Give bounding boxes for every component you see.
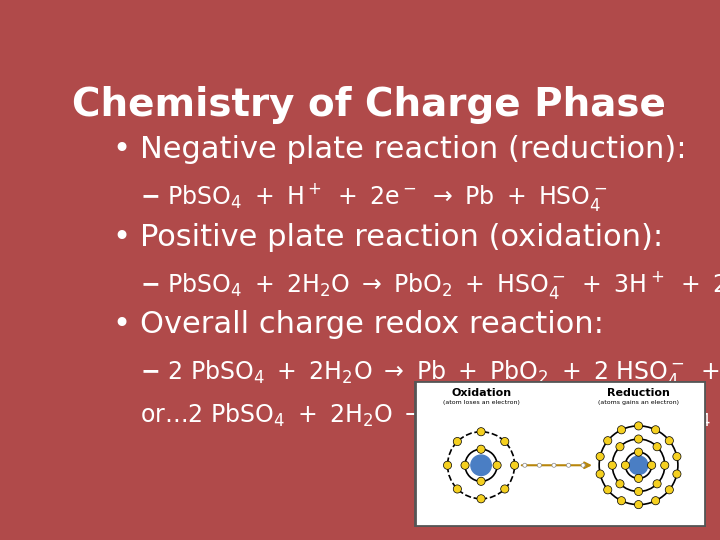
Circle shape xyxy=(493,461,501,469)
Text: $\mathbf{-}\ \mathrm{PbSO_4\ +\ 2H_2O\ \rightarrow\ PbO_2\ +\ HSO_4^-\ +\ 3H^+\ : $\mathbf{-}\ \mathrm{PbSO_4\ +\ 2H_2O\ \… xyxy=(140,268,720,301)
Circle shape xyxy=(647,461,656,469)
Circle shape xyxy=(596,453,604,461)
Circle shape xyxy=(652,426,660,434)
Circle shape xyxy=(500,437,509,446)
Circle shape xyxy=(581,463,585,467)
Circle shape xyxy=(608,461,616,469)
Circle shape xyxy=(477,477,485,485)
Text: (atoms gains an electron): (atoms gains an electron) xyxy=(598,400,679,404)
Circle shape xyxy=(603,437,612,445)
Circle shape xyxy=(537,463,541,467)
Circle shape xyxy=(444,461,451,469)
Text: Negative plate reaction (reduction):: Negative plate reaction (reduction): xyxy=(140,136,687,165)
Circle shape xyxy=(621,461,629,469)
Circle shape xyxy=(454,485,462,493)
Circle shape xyxy=(629,456,648,475)
Circle shape xyxy=(653,443,661,451)
Circle shape xyxy=(461,461,469,469)
Circle shape xyxy=(617,426,626,434)
Circle shape xyxy=(617,497,626,505)
Circle shape xyxy=(523,463,527,467)
Circle shape xyxy=(596,470,604,478)
Circle shape xyxy=(552,463,556,467)
Circle shape xyxy=(454,437,462,446)
Text: •: • xyxy=(112,310,130,339)
Text: $\mathbf{-}\ \mathrm{2\ PbSO_4\ +\ 2H_2O\ \rightarrow\ Pb\ +\ PbO_2\ +\ 2\ HSO_4: $\mathbf{-}\ \mathrm{2\ PbSO_4\ +\ 2H_2O… xyxy=(140,356,720,388)
Text: Reduction: Reduction xyxy=(607,388,670,398)
Circle shape xyxy=(616,443,624,451)
Circle shape xyxy=(500,485,509,493)
Circle shape xyxy=(634,422,643,430)
Text: $\mathrm{or{\ldots}2\ PbSO_4\ +\ 2H_2O\ \rightarrow\ Pb\ +\ PbO_2\ +\ 2\ H_2SO_4: $\mathrm{or{\ldots}2\ PbSO_4\ +\ 2H_2O\ … xyxy=(140,402,711,429)
Circle shape xyxy=(634,501,643,509)
Circle shape xyxy=(477,428,485,436)
Circle shape xyxy=(672,470,681,478)
Circle shape xyxy=(477,445,485,453)
Text: Positive plate reaction (oxidation):: Positive plate reaction (oxidation): xyxy=(140,223,663,252)
Circle shape xyxy=(477,495,485,503)
Circle shape xyxy=(661,461,669,469)
Circle shape xyxy=(634,474,643,482)
Circle shape xyxy=(471,455,491,475)
Circle shape xyxy=(634,488,643,496)
Text: Chemistry of Charge Phase: Chemistry of Charge Phase xyxy=(72,85,666,124)
Circle shape xyxy=(616,480,624,488)
Circle shape xyxy=(652,497,660,505)
Text: •: • xyxy=(112,136,130,165)
Text: (atom loses an electron): (atom loses an electron) xyxy=(443,400,520,404)
Circle shape xyxy=(634,448,643,456)
Text: Overall charge redox reaction:: Overall charge redox reaction: xyxy=(140,310,604,339)
FancyBboxPatch shape xyxy=(415,381,705,526)
Circle shape xyxy=(653,480,661,488)
Text: Oxidation: Oxidation xyxy=(451,388,511,398)
Circle shape xyxy=(567,463,570,467)
Text: $\mathbf{-}\ \mathrm{PbSO_4\ +\ H^+\ +\ 2e^-\ \rightarrow\ Pb\ +\ HSO_4^-}$: $\mathbf{-}\ \mathrm{PbSO_4\ +\ H^+\ +\ … xyxy=(140,181,608,213)
Text: •: • xyxy=(112,223,130,252)
Circle shape xyxy=(603,485,612,494)
Circle shape xyxy=(510,461,518,469)
Circle shape xyxy=(665,437,673,445)
Circle shape xyxy=(634,435,643,443)
Circle shape xyxy=(665,485,673,494)
Circle shape xyxy=(672,453,681,461)
